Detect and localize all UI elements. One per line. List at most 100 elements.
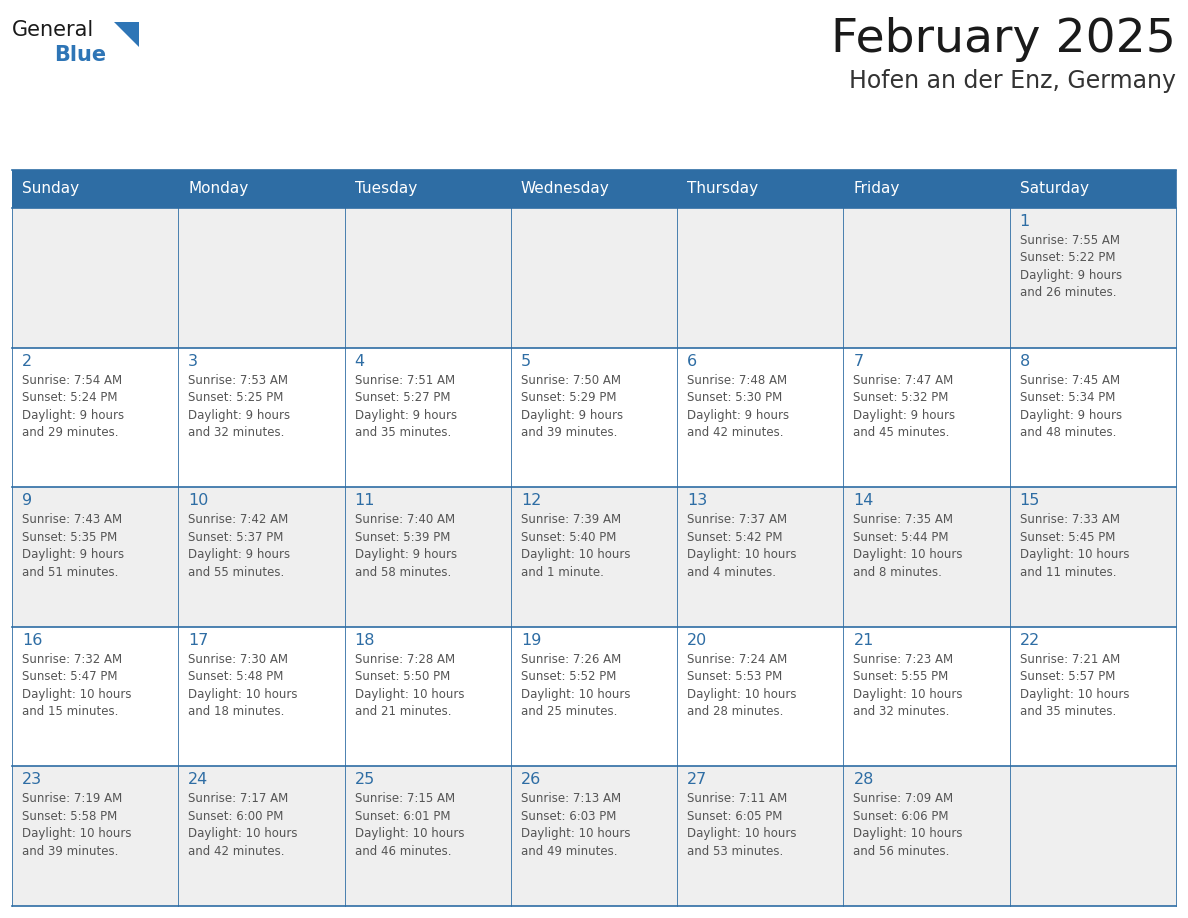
Text: 16: 16 (23, 633, 43, 648)
Bar (12, 170, 1176, 208)
Text: Sunrise: 7:28 AM: Sunrise: 7:28 AM (354, 653, 455, 666)
Bar (12, 487, 1176, 627)
Text: Sunset: 5:44 PM: Sunset: 5:44 PM (853, 531, 949, 543)
Text: Sunrise: 7:51 AM: Sunrise: 7:51 AM (354, 374, 455, 386)
Text: Daylight: 10 hours: Daylight: 10 hours (354, 688, 465, 700)
Text: and 45 minutes.: and 45 minutes. (853, 426, 949, 439)
Text: Daylight: 10 hours: Daylight: 10 hours (520, 548, 631, 561)
Text: Tuesday: Tuesday (354, 182, 417, 196)
Text: Daylight: 9 hours: Daylight: 9 hours (853, 409, 955, 421)
Text: 8: 8 (1019, 353, 1030, 369)
Text: Hofen an der Enz, Germany: Hofen an der Enz, Germany (849, 69, 1176, 93)
Bar (12, 208, 1176, 348)
Text: and 46 minutes.: and 46 minutes. (354, 845, 451, 858)
Text: Sunset: 5:24 PM: Sunset: 5:24 PM (23, 391, 118, 404)
Text: 3: 3 (188, 353, 198, 369)
Text: and 28 minutes.: and 28 minutes. (687, 705, 784, 718)
Text: Sunrise: 7:54 AM: Sunrise: 7:54 AM (23, 374, 122, 386)
Text: Sunrise: 7:45 AM: Sunrise: 7:45 AM (1019, 374, 1120, 386)
Text: Sunrise: 7:13 AM: Sunrise: 7:13 AM (520, 792, 621, 805)
Text: and 32 minutes.: and 32 minutes. (188, 426, 285, 439)
Text: Sunset: 5:48 PM: Sunset: 5:48 PM (188, 670, 284, 683)
Text: Sunset: 5:40 PM: Sunset: 5:40 PM (520, 531, 617, 543)
Text: 13: 13 (687, 493, 707, 509)
Text: Sunset: 5:30 PM: Sunset: 5:30 PM (687, 391, 783, 404)
Text: Sunset: 6:05 PM: Sunset: 6:05 PM (687, 810, 783, 823)
Text: Sunset: 5:50 PM: Sunset: 5:50 PM (354, 670, 450, 683)
Text: Daylight: 9 hours: Daylight: 9 hours (354, 409, 456, 421)
Text: Sunset: 6:01 PM: Sunset: 6:01 PM (354, 810, 450, 823)
Text: Daylight: 9 hours: Daylight: 9 hours (1019, 269, 1121, 282)
Text: and 29 minutes.: and 29 minutes. (23, 426, 119, 439)
Text: Sunrise: 7:32 AM: Sunrise: 7:32 AM (23, 653, 122, 666)
Text: and 35 minutes.: and 35 minutes. (1019, 705, 1116, 718)
Text: 21: 21 (853, 633, 874, 648)
Text: Sunrise: 7:47 AM: Sunrise: 7:47 AM (853, 374, 954, 386)
Text: Daylight: 10 hours: Daylight: 10 hours (188, 827, 298, 840)
Text: Daylight: 9 hours: Daylight: 9 hours (354, 548, 456, 561)
Text: and 4 minutes.: and 4 minutes. (687, 565, 776, 578)
Text: Sunrise: 7:26 AM: Sunrise: 7:26 AM (520, 653, 621, 666)
Text: Sunset: 5:32 PM: Sunset: 5:32 PM (853, 391, 949, 404)
Text: Blue: Blue (53, 45, 106, 65)
Text: Daylight: 10 hours: Daylight: 10 hours (853, 688, 963, 700)
Text: and 51 minutes.: and 51 minutes. (23, 565, 119, 578)
Text: and 21 minutes.: and 21 minutes. (354, 705, 451, 718)
Text: Daylight: 10 hours: Daylight: 10 hours (520, 688, 631, 700)
Text: Sunrise: 7:30 AM: Sunrise: 7:30 AM (188, 653, 289, 666)
Text: 20: 20 (687, 633, 707, 648)
Text: Sunset: 5:55 PM: Sunset: 5:55 PM (853, 670, 949, 683)
Text: Sunrise: 7:35 AM: Sunrise: 7:35 AM (853, 513, 954, 526)
Text: Sunset: 5:47 PM: Sunset: 5:47 PM (23, 670, 118, 683)
Text: Sunrise: 7:24 AM: Sunrise: 7:24 AM (687, 653, 788, 666)
Text: Sunrise: 7:37 AM: Sunrise: 7:37 AM (687, 513, 788, 526)
Text: 7: 7 (853, 353, 864, 369)
Text: and 42 minutes.: and 42 minutes. (687, 426, 784, 439)
Text: Sunrise: 7:33 AM: Sunrise: 7:33 AM (1019, 513, 1120, 526)
Text: Sunrise: 7:15 AM: Sunrise: 7:15 AM (354, 792, 455, 805)
Text: Sunrise: 7:21 AM: Sunrise: 7:21 AM (1019, 653, 1120, 666)
Text: Daylight: 10 hours: Daylight: 10 hours (1019, 688, 1130, 700)
Text: Sunset: 5:29 PM: Sunset: 5:29 PM (520, 391, 617, 404)
Text: Sunset: 5:39 PM: Sunset: 5:39 PM (354, 531, 450, 543)
Text: 2: 2 (23, 353, 32, 369)
Text: and 11 minutes.: and 11 minutes. (1019, 565, 1117, 578)
Text: Daylight: 10 hours: Daylight: 10 hours (687, 827, 797, 840)
Text: and 48 minutes.: and 48 minutes. (1019, 426, 1116, 439)
Text: 25: 25 (354, 772, 375, 788)
Text: Sunset: 5:35 PM: Sunset: 5:35 PM (23, 531, 118, 543)
Text: 19: 19 (520, 633, 542, 648)
Text: 18: 18 (354, 633, 375, 648)
Text: 11: 11 (354, 493, 375, 509)
Text: 14: 14 (853, 493, 874, 509)
Text: Sunset: 6:03 PM: Sunset: 6:03 PM (520, 810, 617, 823)
Text: Sunset: 5:57 PM: Sunset: 5:57 PM (1019, 670, 1116, 683)
Text: and 25 minutes.: and 25 minutes. (520, 705, 618, 718)
Text: 9: 9 (23, 493, 32, 509)
Text: Sunset: 5:52 PM: Sunset: 5:52 PM (520, 670, 617, 683)
Text: Sunset: 5:42 PM: Sunset: 5:42 PM (687, 531, 783, 543)
Text: and 53 minutes.: and 53 minutes. (687, 845, 783, 858)
Text: and 8 minutes.: and 8 minutes. (853, 565, 942, 578)
Text: Daylight: 9 hours: Daylight: 9 hours (188, 548, 290, 561)
Text: Sunrise: 7:11 AM: Sunrise: 7:11 AM (687, 792, 788, 805)
Text: and 42 minutes.: and 42 minutes. (188, 845, 285, 858)
Text: 23: 23 (23, 772, 42, 788)
Text: Daylight: 9 hours: Daylight: 9 hours (1019, 409, 1121, 421)
Text: Sunrise: 7:40 AM: Sunrise: 7:40 AM (354, 513, 455, 526)
Text: Sunset: 5:58 PM: Sunset: 5:58 PM (23, 810, 118, 823)
Text: Sunrise: 7:55 AM: Sunrise: 7:55 AM (1019, 234, 1120, 247)
Text: Sunrise: 7:19 AM: Sunrise: 7:19 AM (23, 792, 122, 805)
Text: Sunset: 5:34 PM: Sunset: 5:34 PM (1019, 391, 1116, 404)
Text: 28: 28 (853, 772, 874, 788)
Text: and 1 minute.: and 1 minute. (520, 565, 604, 578)
Text: and 58 minutes.: and 58 minutes. (354, 565, 450, 578)
Text: 22: 22 (1019, 633, 1040, 648)
Bar (12, 767, 1176, 906)
Text: Sunrise: 7:17 AM: Sunrise: 7:17 AM (188, 792, 289, 805)
Text: Daylight: 10 hours: Daylight: 10 hours (354, 827, 465, 840)
Text: Daylight: 9 hours: Daylight: 9 hours (520, 409, 623, 421)
Text: and 49 minutes.: and 49 minutes. (520, 845, 618, 858)
Text: 5: 5 (520, 353, 531, 369)
Text: Thursday: Thursday (687, 182, 758, 196)
